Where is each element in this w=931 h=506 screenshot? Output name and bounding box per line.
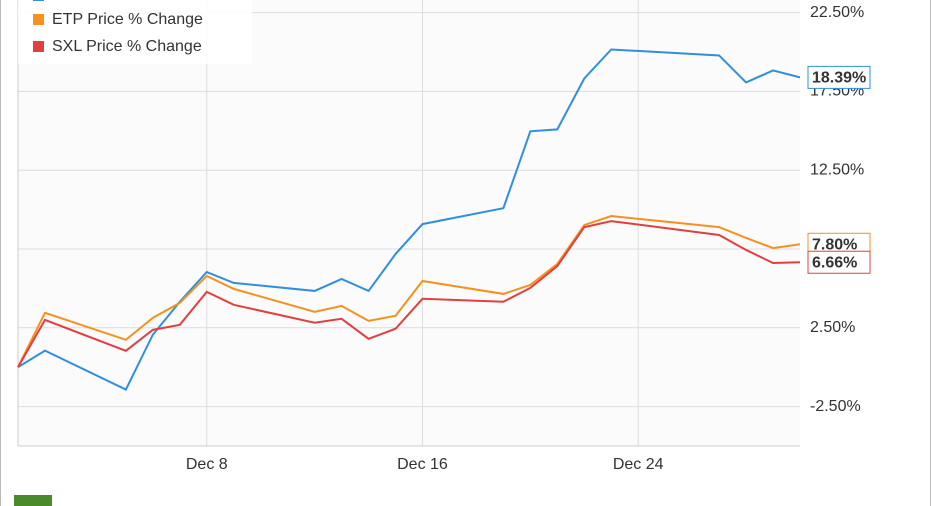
y-tick-label: 2.50% — [810, 319, 855, 336]
x-tick-label: Dec 16 — [397, 456, 448, 473]
value-label: 7.80% — [812, 236, 857, 253]
value-badge — [807, 65, 871, 89]
value-label: 18.39% — [812, 70, 866, 87]
legend-swatch — [33, 14, 44, 25]
logo — [14, 495, 52, 506]
legend-label: SXL Price % Change — [52, 38, 202, 55]
y-tick-label: -2.50% — [810, 398, 861, 415]
series-line — [17, 220, 801, 368]
legend-box — [18, 0, 252, 64]
value-badge — [807, 250, 871, 274]
y-tick-label: 22.50% — [810, 4, 864, 21]
x-tick-label: Dec 8 — [186, 456, 228, 473]
series-line — [17, 48, 801, 391]
legend-swatch — [33, 41, 44, 52]
x-tick-label: Dec 24 — [613, 456, 664, 473]
legend-swatch — [33, 0, 44, 1]
legend-label: ETP Price % Change — [52, 11, 203, 28]
series-line — [17, 215, 801, 368]
y-tick-label: 12.50% — [810, 161, 864, 178]
value-label: 6.66% — [812, 254, 857, 271]
